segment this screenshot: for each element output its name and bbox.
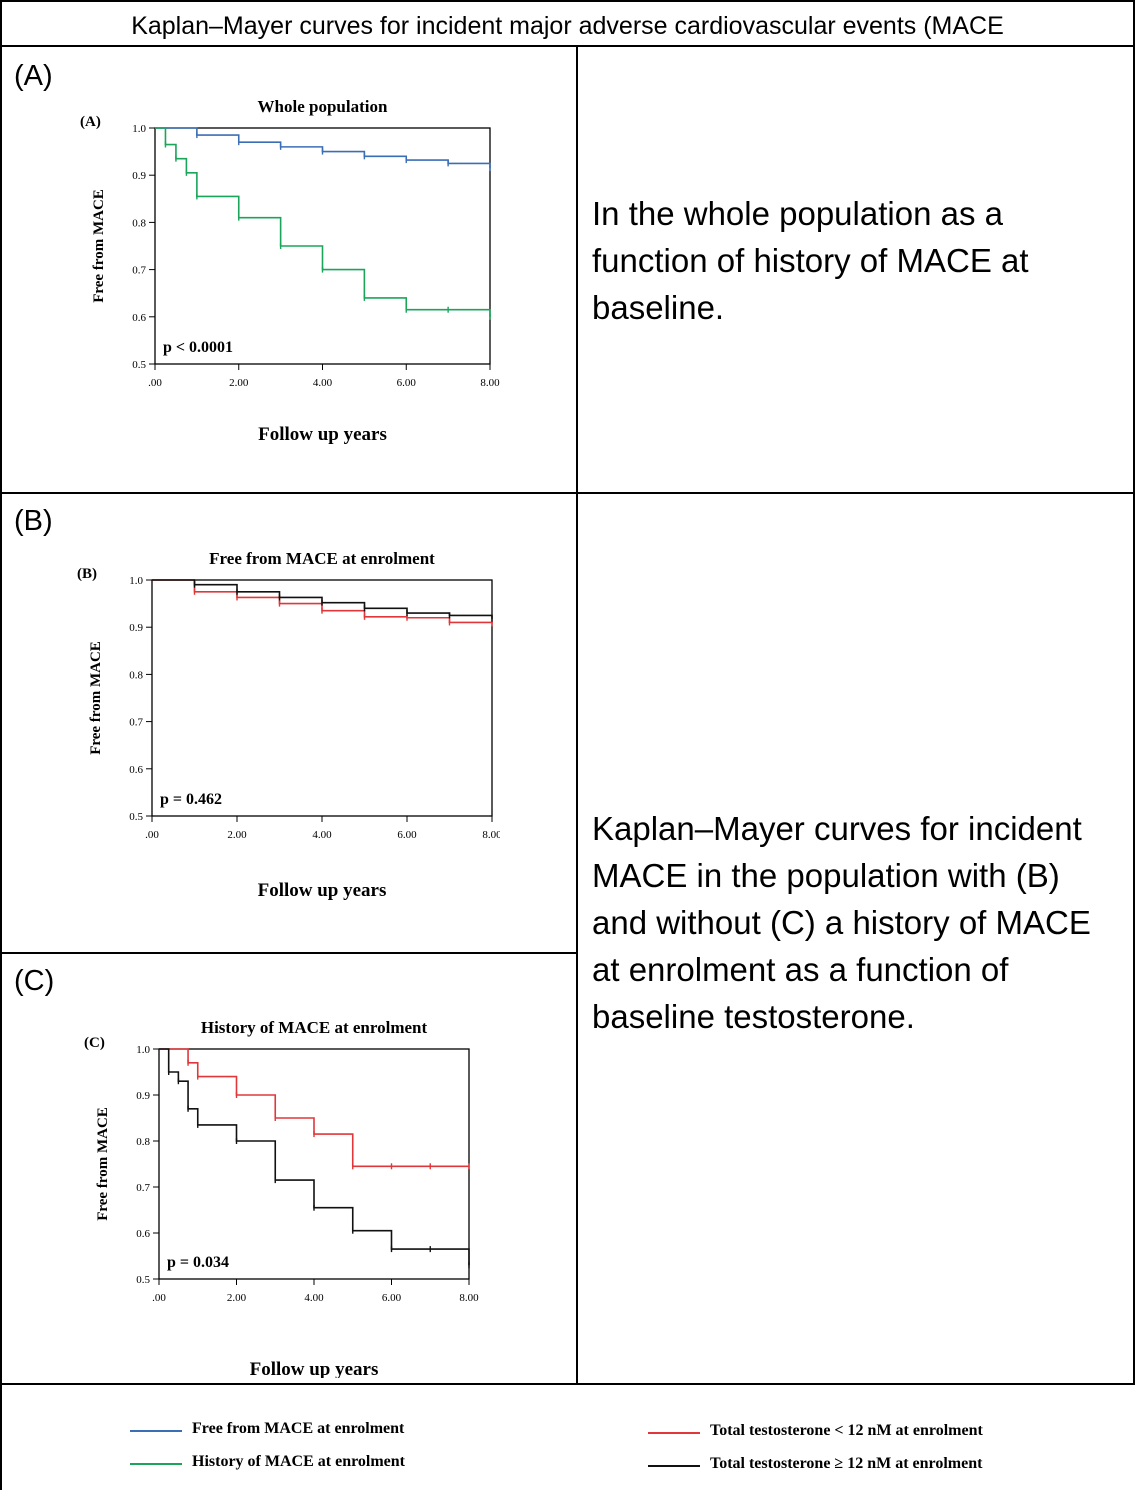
table-divider-a — [0, 492, 1135, 494]
legend-swatch-green — [130, 1463, 182, 1465]
y-tick-label: 0.8 — [136, 1136, 150, 1148]
panel-bc-description: Kaplan–Mayer curves for incident MACE in… — [592, 810, 1091, 1035]
legend-label: Total testosterone ≥ 12 nM at enrolment — [710, 1455, 983, 1472]
chart-panel-tag: (B) — [77, 566, 97, 582]
y-tick-label: 0.6 — [132, 312, 146, 324]
y-tick-label: 0.9 — [129, 622, 143, 634]
chart-panel-tag: (C) — [84, 1035, 105, 1051]
legend-label: Free from MACE at enrolment — [192, 1420, 405, 1437]
panel-a-label: (A) — [14, 60, 53, 92]
y-tick-label: 0.7 — [129, 717, 143, 729]
table-divider-middle — [576, 45, 578, 1385]
x-tick-label: 6.00 — [397, 829, 417, 841]
x-tick-label: 2.00 — [229, 377, 249, 389]
y-tick-label: 0.8 — [129, 669, 143, 681]
survival-curve — [155, 127, 491, 169]
x-tick-label: .00 — [145, 829, 159, 841]
chart-b: Free from MACE at enrolment (B) 0.5 0.6 0.7 0… — [77, 549, 500, 901]
y-tick-label: 0.7 — [132, 265, 146, 277]
chart-panel-tag: (A) — [80, 114, 101, 130]
y-tick-label: 0.5 — [129, 811, 143, 823]
y-tick-label: 1.0 — [129, 575, 143, 587]
chart-title: Whole population — [258, 97, 388, 116]
x-axis-label: Follow up years — [250, 1359, 379, 1378]
x-tick-label: .00 — [148, 377, 162, 389]
chart-title: Free from MACE at enrolment — [209, 549, 435, 568]
legend-swatch-black — [648, 1465, 700, 1467]
panel-b-label: (B) — [14, 505, 53, 537]
chart-a: Whole population (A) 0.5 0.6 0.7 0.8 0.9 1.0 .00… — [80, 97, 500, 445]
y-tick-label: 0.6 — [136, 1228, 150, 1240]
p-value-annotation: p < 0.0001 — [163, 339, 233, 356]
y-tick-label: 0.5 — [132, 359, 146, 371]
p-value-annotation: p = 0.034 — [167, 1254, 229, 1271]
table-border-top — [0, 0, 1135, 2]
plot-frame — [151, 579, 493, 817]
legend-label: History of MACE at enrolment — [192, 1453, 405, 1470]
y-tick-label: 0.8 — [132, 217, 146, 229]
chart-c: History of MACE at enrolment (C) 0.5 0.6 0.7… — [84, 1018, 479, 1378]
y-tick-label: 1.0 — [136, 1044, 150, 1056]
table-divider-header — [0, 45, 1135, 47]
figure-title: Kaplan–Mayer curves for incident major a… — [131, 12, 1004, 40]
x-tick-label: 8.00 — [459, 1292, 479, 1304]
x-tick-label: 4.00 — [313, 377, 333, 389]
y-tick-label: 0.7 — [136, 1182, 150, 1194]
legend-swatch-blue — [130, 1430, 182, 1432]
x-tick-label: 6.00 — [397, 377, 417, 389]
x-tick-label: 6.00 — [382, 1292, 402, 1304]
p-value-annotation: p = 0.462 — [160, 791, 222, 808]
table-border-left — [0, 0, 2, 1490]
legend-label: Total testosterone < 12 nM at enrolment — [710, 1422, 983, 1439]
survival-curve — [159, 1048, 470, 1266]
plot-frame — [158, 1048, 470, 1280]
survival-curve — [159, 1048, 469, 1168]
x-tick-label: 4.00 — [304, 1292, 324, 1304]
chart-title: History of MACE at enrolment — [201, 1018, 428, 1037]
y-axis-label: Free from MACE — [95, 1107, 111, 1221]
panel-c-label: (C) — [14, 965, 55, 997]
x-tick-label: .00 — [152, 1292, 166, 1304]
x-axis-label: Follow up years — [258, 880, 387, 901]
y-axis-label: Free from MACE — [91, 189, 107, 303]
y-tick-label: 0.9 — [132, 170, 146, 182]
table-divider-b — [0, 952, 577, 954]
x-tick-label: 2.00 — [227, 1292, 247, 1304]
panel-a-description: In the whole population as a function of… — [592, 195, 1029, 326]
legend-swatch-red — [648, 1432, 700, 1434]
y-tick-label: 0.9 — [136, 1090, 150, 1102]
x-tick-label: 4.00 — [312, 829, 332, 841]
x-axis-label: Follow up years — [258, 424, 387, 445]
survival-curve — [155, 127, 491, 317]
table-divider-legend — [0, 1383, 1135, 1385]
x-tick-label: 8.00 — [480, 377, 500, 389]
y-tick-label: 0.5 — [136, 1274, 150, 1286]
x-tick-label: 2.00 — [227, 829, 247, 841]
table-border-right — [1133, 0, 1135, 1385]
y-tick-label: 1.0 — [132, 123, 146, 135]
x-tick-label: 8.00 — [482, 829, 500, 841]
y-tick-label: 0.6 — [129, 764, 143, 776]
y-axis-label: Free from MACE — [88, 641, 104, 755]
